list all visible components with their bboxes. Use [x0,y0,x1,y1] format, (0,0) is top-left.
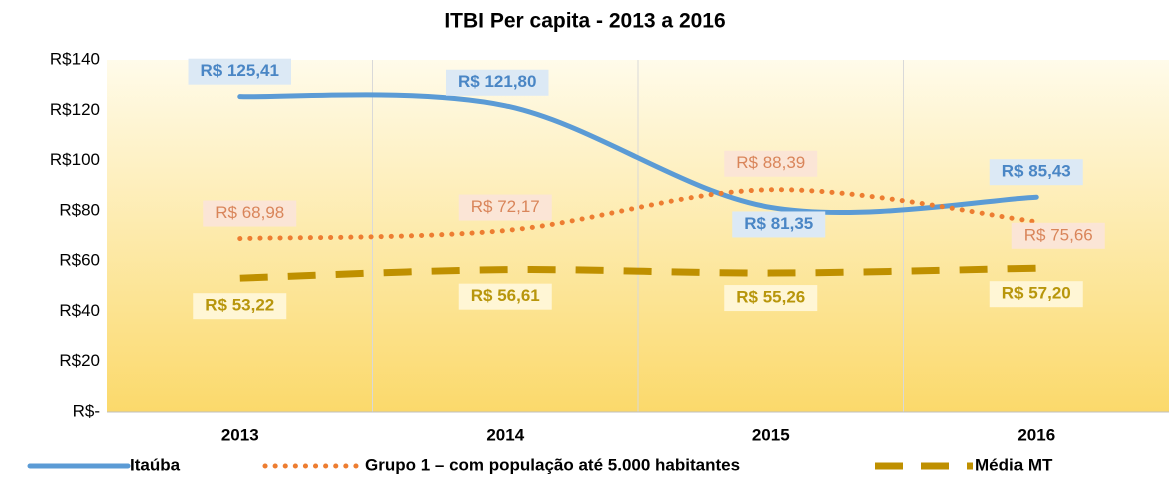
data-label: R$ 72,17 [471,197,540,216]
y-tick-label: R$40 [59,301,100,320]
x-tick-label: 2013 [221,425,259,444]
data-label: R$ 88,39 [736,153,805,172]
data-label: R$ 85,43 [1002,162,1071,181]
series-line [237,92,1039,216]
series-line [237,187,1039,242]
chart-title: ITBI Per capita - 2013 a 2016 [444,10,725,33]
y-tick-label: R$100 [50,150,100,169]
data-label-bg [989,159,1083,186]
y-tick-label: R$80 [59,200,100,219]
y-tick-label: R$60 [59,251,100,270]
legend-label: Média MT [975,455,1053,474]
data-label-bg [446,69,549,96]
data-label-bg [458,283,552,310]
x-tick-label: 2016 [1017,425,1055,444]
x-tick-label: 2014 [486,425,524,444]
data-label-bg [1011,222,1105,249]
data-label: R$ 81,35 [744,214,813,233]
data-label: R$ 55,26 [736,288,805,307]
y-tick-label: R$- [73,401,100,420]
data-label: R$ 57,20 [1002,284,1071,303]
data-label: R$ 68,98 [215,203,284,222]
data-label: R$ 125,41 [201,61,279,80]
legend-label: Grupo 1 – com população até 5.000 habita… [365,455,740,474]
y-tick-label: R$120 [50,100,100,119]
series-line [239,264,1037,282]
y-tick-label: R$140 [50,49,100,68]
y-tick-label: R$20 [59,351,100,370]
data-label-bg [193,293,287,320]
x-tick-label: 2015 [752,425,790,444]
data-label-bg [188,58,291,85]
data-label-bg [458,194,552,221]
data-label: R$ 53,22 [205,296,274,315]
data-label: R$ 75,66 [1024,225,1093,244]
data-label-bg [724,150,818,177]
data-label-bg [203,200,297,227]
data-label-bg [724,285,818,312]
data-label-bg [732,211,826,238]
data-label: R$ 56,61 [471,286,540,305]
data-label-bg [989,281,1083,308]
data-label: R$ 121,80 [458,72,536,91]
legend-label: Itaúba [130,455,181,474]
